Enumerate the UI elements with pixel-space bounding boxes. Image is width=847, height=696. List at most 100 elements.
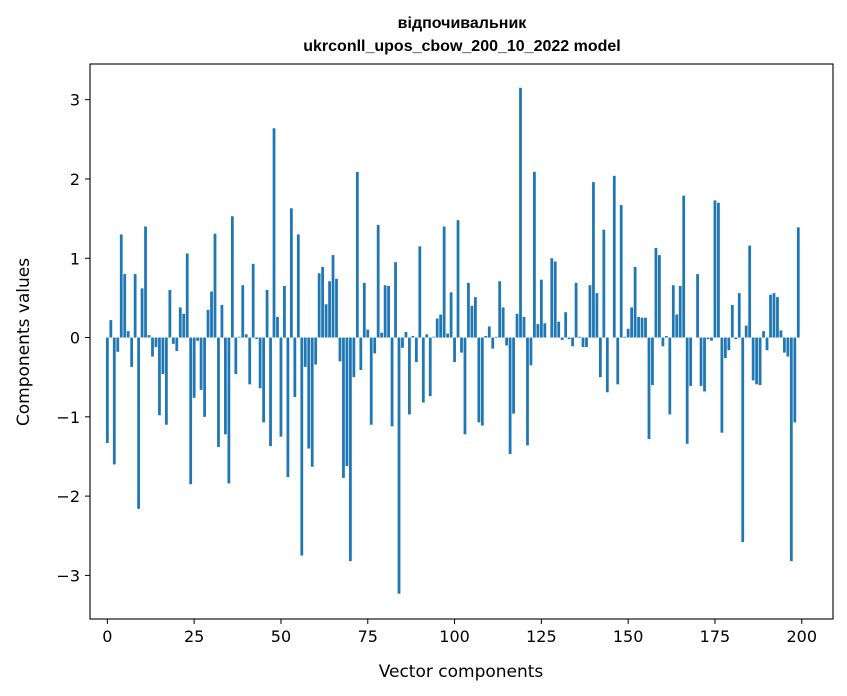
bar [658,255,661,338]
bar [498,281,502,338]
bar [442,226,446,338]
bar [362,282,366,338]
bar [171,337,175,344]
bar [477,337,481,423]
bar [435,318,439,338]
bar [307,337,311,449]
bar [140,288,144,338]
bar [574,282,578,338]
bar [109,320,113,338]
bar [237,336,241,338]
bar [425,334,429,338]
bar [255,337,259,340]
bar [158,337,161,416]
bar [508,337,512,455]
bar [706,337,710,340]
bar [539,279,543,338]
bar [501,307,505,338]
bar [671,285,675,338]
bar [571,337,574,347]
bar [512,337,515,414]
bar [526,337,529,446]
bar [654,247,658,338]
bar [168,289,172,338]
plot-frame [89,63,834,620]
bar [310,337,314,467]
bar [619,205,623,338]
bar [130,337,134,367]
bar [151,337,154,357]
bar [324,304,328,338]
bar [359,337,363,371]
bar [283,286,286,338]
y-axis: −3 −2 −1 0 1 2 3 [56,91,90,585]
bar [394,262,397,338]
bar [224,337,227,435]
bar [373,337,377,354]
bar [661,337,665,347]
bar [474,297,477,338]
bar [734,337,738,340]
x-tick-label: 0 [102,627,112,646]
bar [126,331,130,338]
bar [699,337,703,386]
bar [272,128,276,338]
bar [598,337,602,378]
bar [779,330,783,338]
bar [682,195,686,338]
bar [685,337,689,444]
bar [206,309,210,338]
bar [543,323,547,338]
bar [217,337,220,447]
y-tick-label: −2 [56,487,80,506]
bar [578,336,581,338]
bar [703,337,706,392]
y-tick-label: 0 [70,329,80,348]
bar [762,331,765,338]
bar [689,337,693,386]
bar [651,337,654,386]
bar [616,337,620,385]
bar [744,325,748,338]
bar [244,334,248,338]
bar [345,337,349,466]
bar [300,337,304,556]
bar [467,282,470,338]
bar [644,317,647,338]
bar [421,337,425,403]
bar [380,332,384,338]
bar [664,335,668,338]
bar [265,289,269,338]
bar [303,337,307,367]
y-tick-label: 3 [70,91,80,110]
x-tick-label: 200 [786,627,817,646]
bar [262,337,265,423]
bar [460,337,463,353]
bar [196,337,200,341]
bar [484,335,488,338]
y-tick-label: 1 [70,249,80,268]
bar [678,286,682,338]
bar [557,321,561,338]
bar [668,337,672,415]
bar [550,258,554,338]
y-tick-label: −1 [56,408,80,427]
bar [769,294,772,338]
bar [335,278,338,338]
x-tick-label: 100 [439,627,470,646]
bar [105,337,109,443]
bar [581,337,585,348]
x-tick-label: 175 [700,627,731,646]
bar [418,246,422,338]
bar [276,316,279,338]
bar [505,337,509,346]
bar [612,175,616,338]
bar [772,293,776,338]
bar [144,226,147,338]
bar [623,336,627,338]
chart-subtitle: ukrconll_upos_cbow_200_10_2022 model [303,38,620,55]
bar [449,292,453,338]
bar [567,337,571,340]
bar [633,266,637,338]
bar [286,337,290,478]
